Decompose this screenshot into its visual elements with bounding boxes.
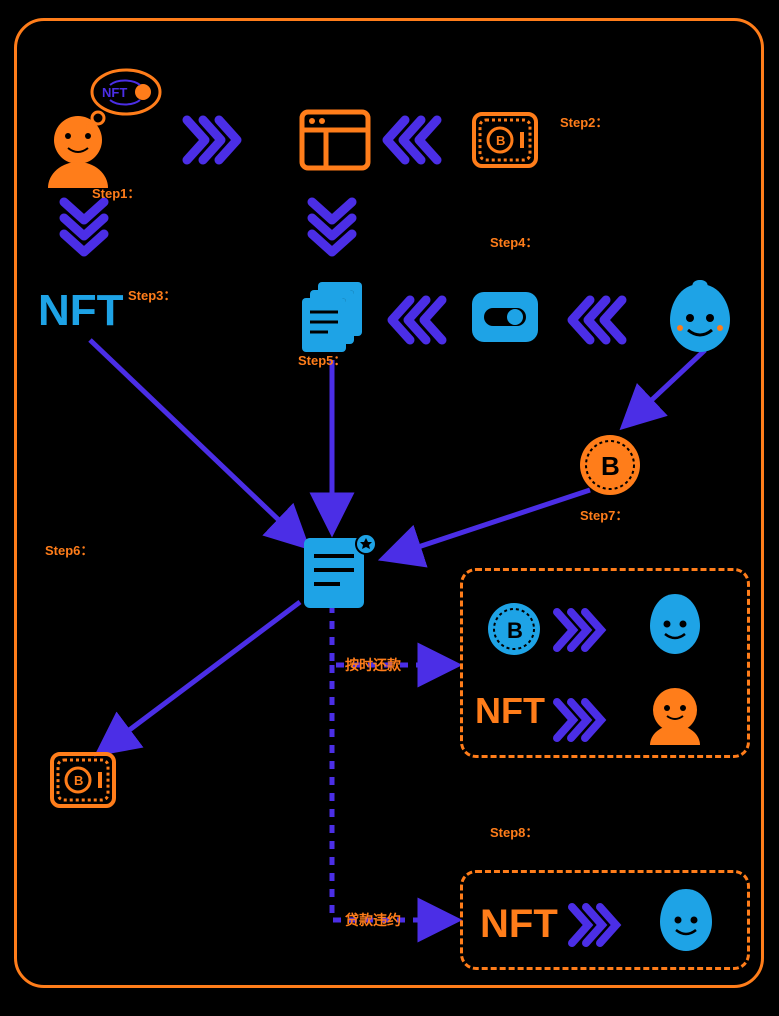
step3-label: Step3： <box>128 285 176 304</box>
nft-collateral-icon: NFT <box>38 280 128 340</box>
step2-label: Step2： <box>560 112 608 131</box>
chevrons-icon <box>555 610 625 650</box>
step1-label: Step1： <box>92 183 140 202</box>
chevrons-icon <box>555 700 625 740</box>
step6-label: Step6： <box>45 540 93 559</box>
svg-text:NFT: NFT <box>475 690 545 731</box>
svg-text:B: B <box>601 451 620 481</box>
listings-icon <box>298 280 373 350</box>
default-path-label: 贷款违约 <box>345 910 401 930</box>
repay-coin-icon: B <box>485 600 543 658</box>
nft-return-icon: NFT <box>475 685 555 735</box>
platform-icon <box>300 110 370 170</box>
chevrons-icon <box>185 118 255 162</box>
step4-label: Step4： <box>490 232 538 251</box>
chevrons-icon <box>310 200 354 270</box>
chevrons-icon <box>390 298 460 342</box>
step5-label: Step5： <box>298 350 346 369</box>
smart-contract-icon <box>300 530 385 610</box>
borrower-icon: NFT <box>40 70 160 200</box>
svg-text:B: B <box>74 773 83 788</box>
lender-receives-icon <box>640 590 710 660</box>
lender-icon <box>660 280 740 360</box>
toggle-icon <box>470 290 540 345</box>
loan-coin-icon: B <box>575 430 645 500</box>
step7-label: Step7： <box>580 505 628 524</box>
step8-label: Step8： <box>490 822 538 841</box>
ontime-path-label: 按时还款 <box>345 655 401 675</box>
svg-text:B: B <box>496 133 505 148</box>
chevrons-icon <box>570 905 640 945</box>
nft-bubble-text: NFT <box>102 85 127 100</box>
svg-text:B: B <box>507 618 523 643</box>
chevrons-icon <box>385 118 455 162</box>
nft-text: NFT <box>38 286 124 335</box>
borrower-receives-icon <box>640 680 710 750</box>
chevrons-icon <box>570 298 640 342</box>
svg-text:NFT: NFT <box>480 902 558 946</box>
lender-claims-icon <box>650 885 722 957</box>
chevrons-icon <box>62 200 106 270</box>
nft-to-lender-icon: NFT <box>480 895 570 950</box>
borrower-wallet-icon: B <box>48 750 118 810</box>
vault-icon: B <box>470 110 540 170</box>
